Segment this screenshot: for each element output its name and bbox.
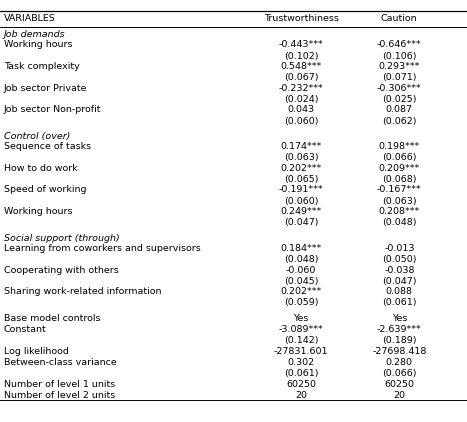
Text: How to do work: How to do work (4, 164, 78, 173)
Text: 0.208***: 0.208*** (379, 207, 420, 216)
Text: (0.045): (0.045) (284, 277, 318, 286)
Text: Trustworthiness: Trustworthiness (264, 14, 339, 22)
Text: -0.646***: -0.646*** (377, 40, 422, 49)
Text: VARIABLES: VARIABLES (4, 14, 56, 22)
Text: (0.025): (0.025) (382, 95, 417, 104)
Text: (0.061): (0.061) (284, 369, 318, 378)
Text: 0.293***: 0.293*** (379, 62, 420, 71)
Text: Sharing work-related information: Sharing work-related information (4, 287, 161, 296)
Text: Cooperating with others: Cooperating with others (4, 265, 119, 275)
Text: 20: 20 (393, 391, 405, 400)
Text: Number of level 2 units: Number of level 2 units (4, 391, 115, 400)
Text: 0.087: 0.087 (386, 105, 413, 114)
Text: 0.198***: 0.198*** (379, 142, 420, 151)
Text: 0.548***: 0.548*** (281, 62, 322, 71)
Text: Job demands: Job demands (4, 30, 65, 39)
Text: 0.184***: 0.184*** (281, 244, 322, 253)
Text: -0.306***: -0.306*** (377, 84, 422, 92)
Text: (0.067): (0.067) (284, 73, 318, 82)
Text: (0.071): (0.071) (382, 73, 417, 82)
Text: (0.106): (0.106) (382, 51, 417, 61)
Text: -2.639***: -2.639*** (377, 325, 422, 334)
Text: -0.013: -0.013 (384, 244, 415, 253)
Text: 0.088: 0.088 (386, 287, 413, 296)
Text: Learning from coworkers and supervisors: Learning from coworkers and supervisors (4, 244, 200, 253)
Text: 0.249***: 0.249*** (281, 207, 322, 216)
Text: 0.174***: 0.174*** (281, 142, 322, 151)
Text: Log likelihood: Log likelihood (4, 346, 69, 356)
Text: (0.063): (0.063) (284, 153, 318, 162)
Text: Yes: Yes (392, 314, 407, 323)
Text: 60250: 60250 (286, 380, 316, 389)
Text: (0.142): (0.142) (284, 336, 318, 345)
Text: 0.202***: 0.202*** (281, 287, 322, 296)
Text: (0.066): (0.066) (382, 153, 417, 162)
Text: (0.062): (0.062) (382, 116, 417, 126)
Text: 0.209***: 0.209*** (379, 164, 420, 173)
Text: Yes: Yes (294, 314, 309, 323)
Text: Job sector Private: Job sector Private (4, 84, 87, 92)
Text: -0.191***: -0.191*** (279, 185, 324, 195)
Text: -0.060: -0.060 (286, 265, 317, 275)
Text: (0.065): (0.065) (284, 175, 318, 184)
Text: 20: 20 (295, 391, 307, 400)
Text: 0.280: 0.280 (386, 358, 413, 367)
Text: -27831.601: -27831.601 (274, 346, 328, 356)
Text: (0.068): (0.068) (382, 175, 417, 184)
Text: (0.024): (0.024) (284, 95, 318, 104)
Text: 0.202***: 0.202*** (281, 164, 322, 173)
Text: Working hours: Working hours (4, 40, 72, 49)
Text: -27698.418: -27698.418 (372, 346, 426, 356)
Text: (0.048): (0.048) (284, 255, 318, 264)
Text: (0.061): (0.061) (382, 298, 417, 308)
Text: -0.232***: -0.232*** (279, 84, 324, 92)
Text: (0.189): (0.189) (382, 336, 417, 345)
Text: -3.089***: -3.089*** (279, 325, 324, 334)
Text: Control (over): Control (over) (4, 132, 70, 141)
Text: Speed of working: Speed of working (4, 185, 86, 195)
Text: Between-class variance: Between-class variance (4, 358, 116, 367)
Text: (0.066): (0.066) (382, 369, 417, 378)
Text: 60250: 60250 (384, 380, 414, 389)
Text: (0.060): (0.060) (284, 197, 318, 206)
Text: -0.167***: -0.167*** (377, 185, 422, 195)
Text: Working hours: Working hours (4, 207, 72, 216)
Text: (0.063): (0.063) (382, 197, 417, 206)
Text: (0.060): (0.060) (284, 116, 318, 126)
Text: 0.302: 0.302 (288, 358, 315, 367)
Text: -0.038: -0.038 (384, 265, 415, 275)
Text: Number of level 1 units: Number of level 1 units (4, 380, 115, 389)
Text: (0.059): (0.059) (284, 298, 318, 308)
Text: Social support (through): Social support (through) (4, 233, 120, 243)
Text: (0.048): (0.048) (382, 218, 417, 227)
Text: (0.102): (0.102) (284, 51, 318, 61)
Text: -0.443***: -0.443*** (279, 40, 324, 49)
Text: (0.047): (0.047) (284, 218, 318, 227)
Text: 0.043: 0.043 (288, 105, 315, 114)
Text: Caution: Caution (381, 14, 417, 22)
Text: Constant: Constant (4, 325, 47, 334)
Text: Sequence of tasks: Sequence of tasks (4, 142, 91, 151)
Text: (0.050): (0.050) (382, 255, 417, 264)
Text: (0.047): (0.047) (382, 277, 417, 286)
Text: Base model controls: Base model controls (4, 314, 100, 323)
Text: Task complexity: Task complexity (4, 62, 79, 71)
Text: Job sector Non-profit: Job sector Non-profit (4, 105, 101, 114)
